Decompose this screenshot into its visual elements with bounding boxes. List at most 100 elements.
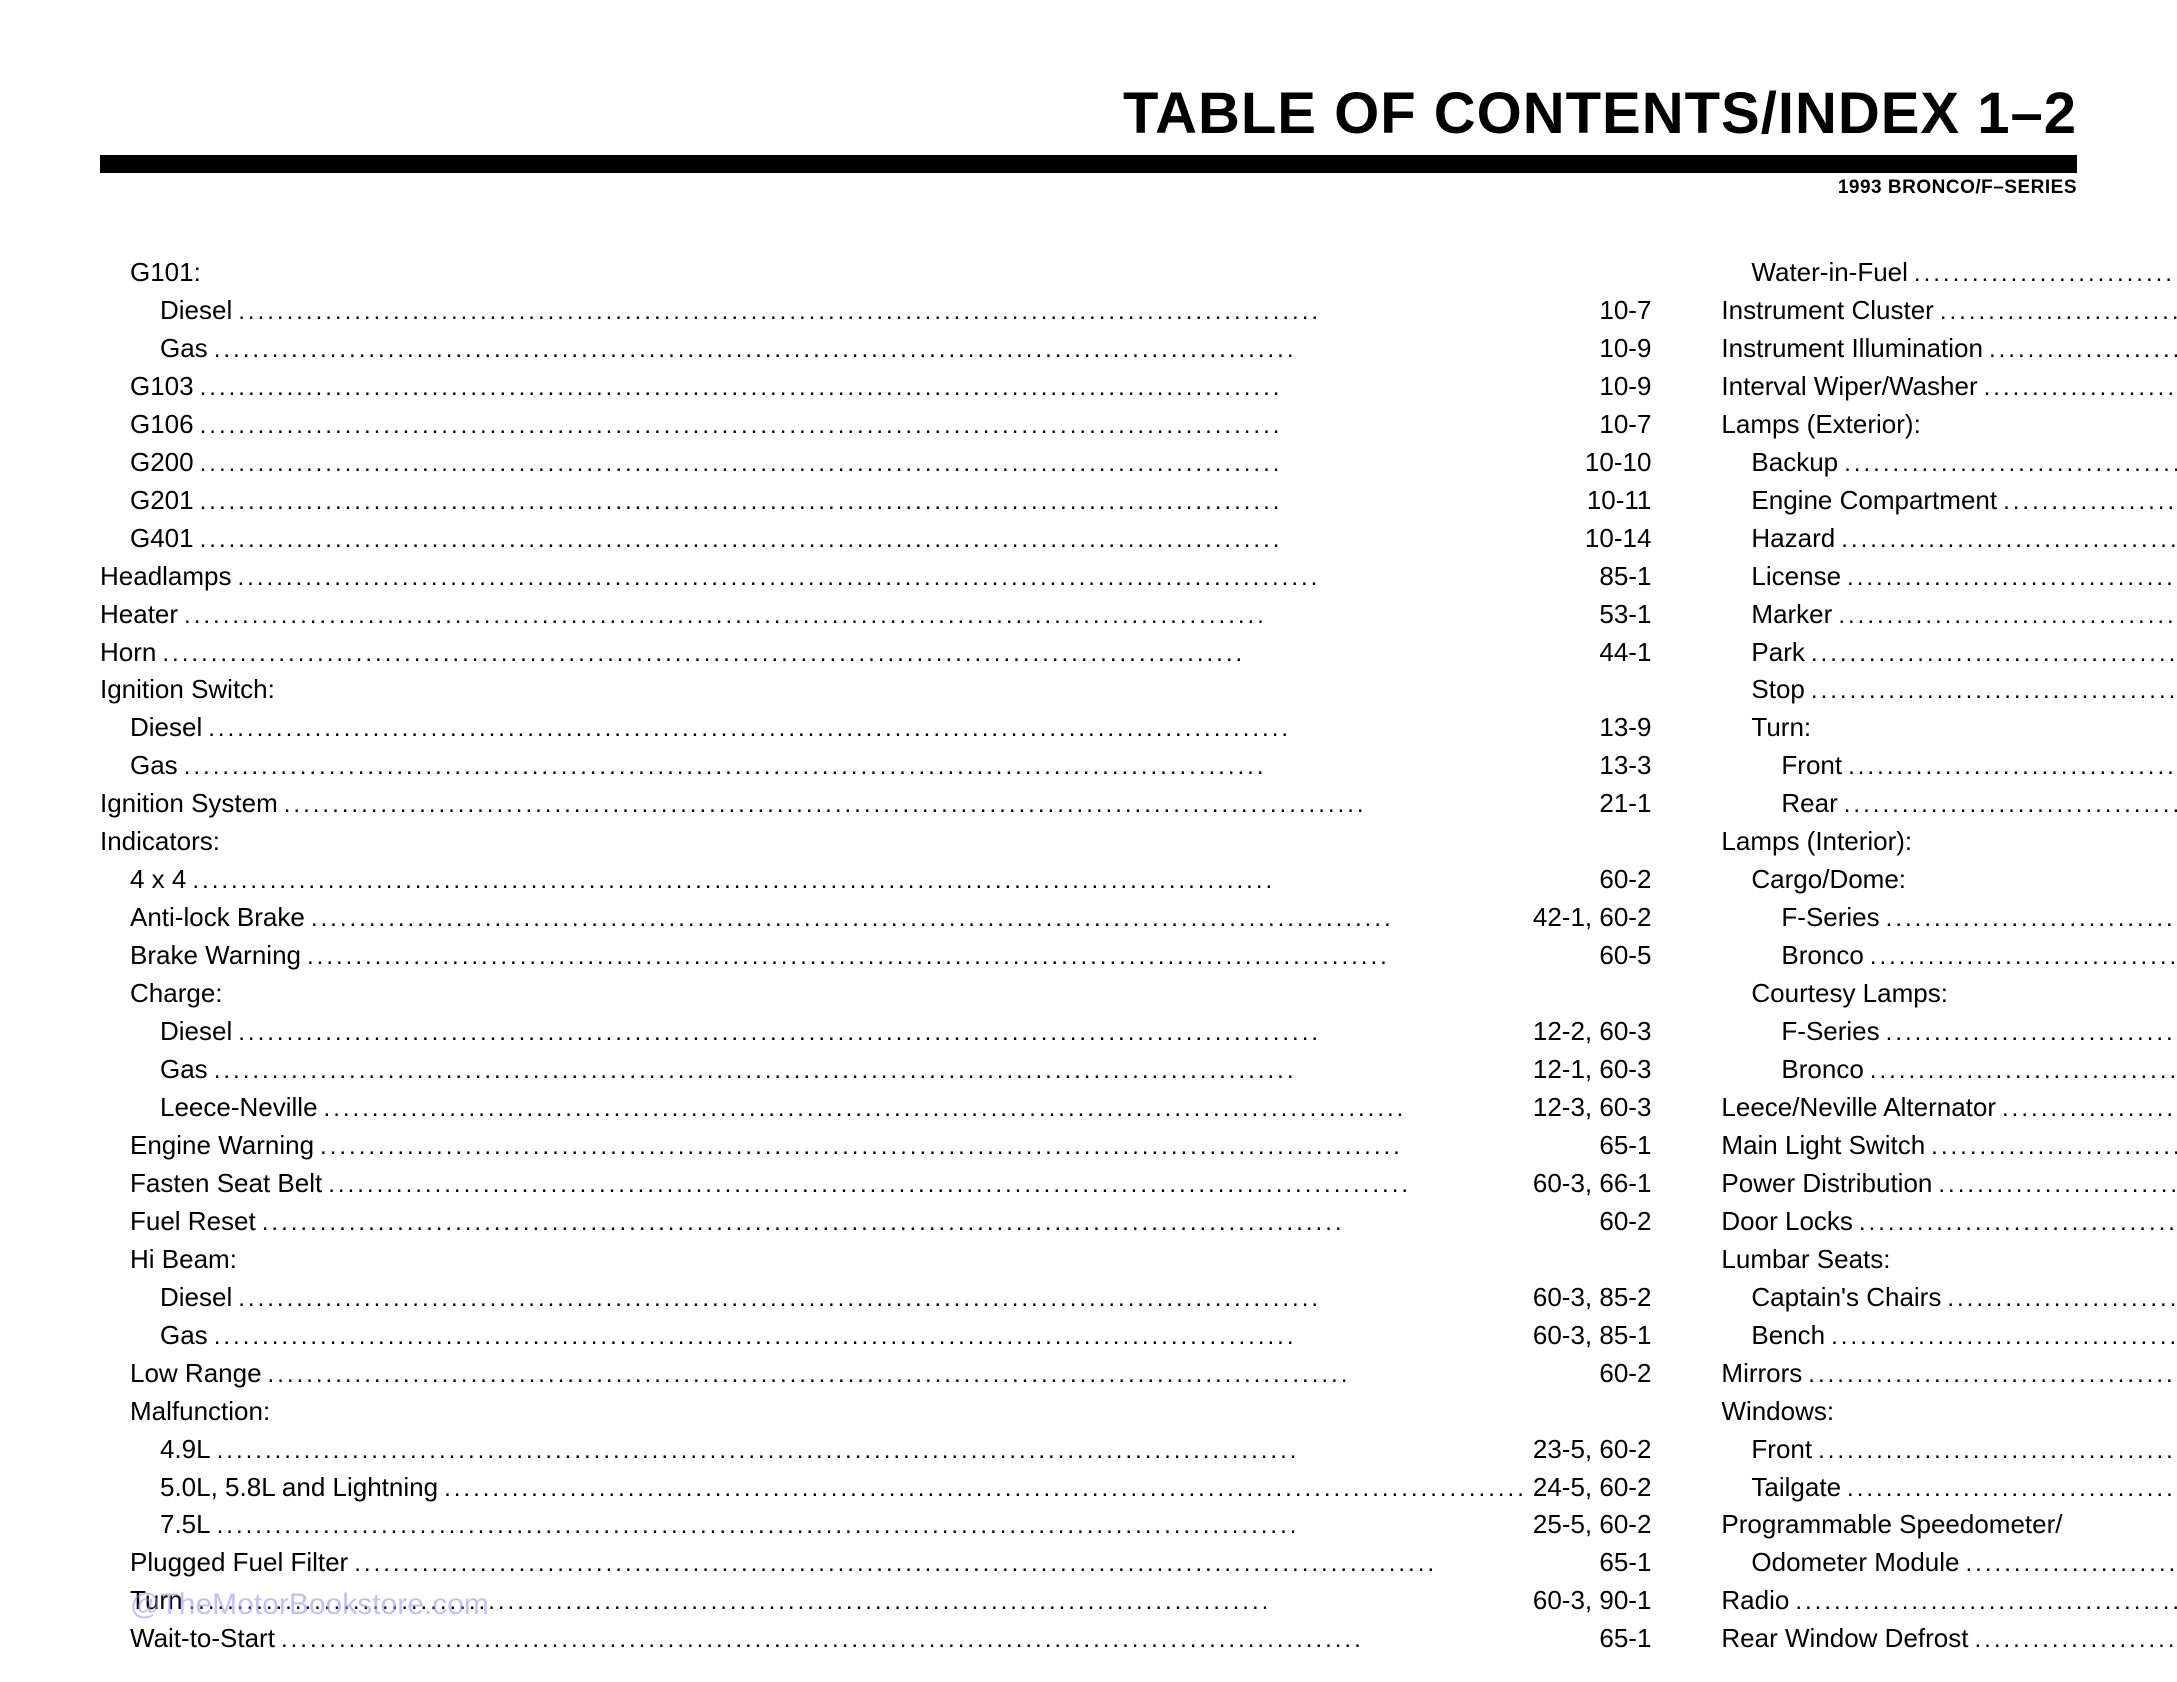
entry-label: Horn <box>100 634 156 672</box>
entry-page: 10-7 <box>1599 406 1651 444</box>
entry-label: Heater <box>100 596 178 634</box>
index-entry: Leece/Neville Alternator12-3 <box>1721 1089 2177 1127</box>
entry-page: 10-11 <box>1587 482 1652 520</box>
index-entry: Bronco89-1 <box>1721 1051 2177 1089</box>
entry-label: Backup <box>1751 444 1838 482</box>
leader-dots <box>1859 1203 2177 1241</box>
entry-label: Diesel <box>160 1279 232 1317</box>
leader-dots <box>262 1203 1594 1241</box>
leader-dots <box>284 785 1594 823</box>
index-entry: Engine Compartment92-5 <box>1721 482 2177 520</box>
leader-dots <box>354 1544 1593 1582</box>
index-entry: Turn: <box>1721 709 2177 747</box>
entry-label: G200 <box>130 444 194 482</box>
index-entry: 4.9L23-5, 60-2 <box>100 1431 1651 1469</box>
index-entry: 5.0L, 5.8L and Lightning24-5, 60-2 <box>100 1469 1651 1507</box>
leader-dots <box>1940 292 2177 330</box>
index-entry: Bronco89-2 <box>1721 937 2177 975</box>
leader-dots <box>307 937 1593 975</box>
index-entry: Backup93-1 <box>1721 444 2177 482</box>
entry-label: Gas <box>130 747 178 785</box>
leader-dots <box>1886 1013 2177 1051</box>
entry-page: 85-1 <box>1599 558 1651 596</box>
entry-page: 25-5, 60-2 <box>1533 1506 1652 1544</box>
index-entry: Gas60-3, 85-1 <box>100 1317 1651 1355</box>
index-entry: Diesel10-7 <box>100 292 1651 330</box>
index-entry: Ignition Switch: <box>100 671 1651 709</box>
leader-dots <box>238 1279 1527 1317</box>
entry-label: Tailgate <box>1751 1469 1841 1507</box>
entry-label: 4 x 4 <box>130 861 186 899</box>
entry-label: Ignition System <box>100 785 278 823</box>
index-entry: Fasten Seat Belt60-3, 66-1 <box>100 1165 1651 1203</box>
entry-label: Fuel Reset <box>130 1203 256 1241</box>
entry-label: Lumbar Seats: <box>1721 1241 1890 1279</box>
entry-page: 60-2 <box>1599 1203 1651 1241</box>
entry-label: Main Light Switch <box>1721 1127 1925 1165</box>
entry-label: Malfunction: <box>130 1393 270 1431</box>
entry-page: 60-3, 90-1 <box>1533 1582 1652 1620</box>
entry-label: Headlamps <box>100 558 232 596</box>
entry-label: Gas <box>160 1317 208 1355</box>
index-entry: Instrument Cluster60-1 <box>1721 292 2177 330</box>
leader-dots <box>238 1013 1527 1051</box>
entry-label: Wait-to-Start <box>130 1620 275 1658</box>
index-entry: Gas10-9 <box>100 330 1651 368</box>
index-entry: Lamps (Exterior): <box>1721 406 2177 444</box>
entry-label: Fasten Seat Belt <box>130 1165 322 1203</box>
index-entry: G10610-7 <box>100 406 1651 444</box>
entry-page: 53-1 <box>1599 596 1651 634</box>
leader-dots <box>1831 1317 2177 1355</box>
leader-dots <box>2002 1089 2177 1127</box>
entry-label: Water-in-Fuel <box>1751 254 1908 292</box>
leader-dots <box>324 1089 1527 1127</box>
entry-label: Low Range <box>130 1355 262 1393</box>
entry-label: Indicators: <box>100 823 220 861</box>
entry-label: G201 <box>130 482 194 520</box>
entry-page: 13-3 <box>1599 747 1651 785</box>
entry-page: 60-3, 85-2 <box>1533 1279 1652 1317</box>
leader-dots <box>1811 634 2177 672</box>
entry-page: 44-1 <box>1599 634 1651 672</box>
index-entry: Mirrors124-1 <box>1721 1355 2177 1393</box>
leader-dots <box>444 1469 1527 1507</box>
entry-label: Charge: <box>130 975 223 1013</box>
index-entry: G40110-14 <box>100 520 1651 558</box>
entry-label: Windows: <box>1721 1393 1834 1431</box>
entry-label: Rear <box>1781 785 1837 823</box>
column-2: Water-in-Fuel65-1Instrument Cluster60-1I… <box>1721 254 2177 1658</box>
index-entry: G101: <box>100 254 1651 292</box>
entry-label: Lamps (Interior): <box>1721 823 1912 861</box>
leader-dots <box>238 292 1593 330</box>
entry-label: Ignition Switch: <box>100 671 275 709</box>
entry-label: F-Series <box>1781 1013 1879 1051</box>
entry-label: Gas <box>160 1051 208 1089</box>
index-entry: Brake Warning60-5 <box>100 937 1651 975</box>
entry-label: Engine Compartment <box>1751 482 1997 520</box>
entry-label: 5.0L, 5.8L and Lightning <box>160 1469 438 1507</box>
entry-page: 10-10 <box>1585 444 1652 482</box>
entry-label: Marker <box>1751 596 1832 634</box>
leader-dots <box>1848 747 2177 785</box>
leader-dots <box>1818 1431 2177 1469</box>
leader-dots <box>1847 1469 2177 1507</box>
leader-dots <box>311 899 1527 937</box>
entry-label: G101: <box>130 254 201 292</box>
entry-label: Engine Warning <box>130 1127 314 1165</box>
entry-label: Lamps (Exterior): <box>1721 406 1920 444</box>
entry-page: 10-7 <box>1599 292 1651 330</box>
entry-page: 60-2 <box>1599 861 1651 899</box>
entry-label: Stop <box>1751 671 1805 709</box>
entry-label: Hi Beam: <box>130 1241 237 1279</box>
index-entry: Lamps (Interior): <box>1721 823 2177 861</box>
index-entry: Front100-1 <box>1721 1431 2177 1469</box>
leader-dots <box>1838 596 2177 634</box>
index-entry: Interval Wiper/Washer81-1 <box>1721 368 2177 406</box>
index-entry: Engine Warning65-1 <box>100 1127 1651 1165</box>
index-entry: Diesel 60-3, 85-2 <box>100 1279 1651 1317</box>
entry-label: Turn: <box>1751 709 1811 747</box>
entry-label: Power Distribution <box>1721 1165 1932 1203</box>
entry-page: 10-9 <box>1599 330 1651 368</box>
entry-label: Programmable Speedometer/ <box>1721 1506 2062 1544</box>
leader-dots <box>1966 1544 2177 1582</box>
